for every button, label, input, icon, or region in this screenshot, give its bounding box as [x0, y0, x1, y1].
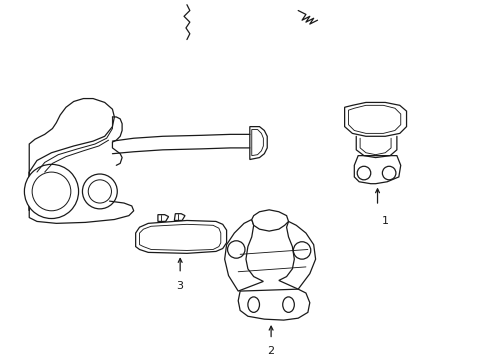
- Polygon shape: [251, 210, 288, 231]
- Polygon shape: [249, 127, 266, 159]
- Text: 2: 2: [267, 346, 274, 356]
- Polygon shape: [139, 224, 221, 251]
- Ellipse shape: [282, 297, 294, 312]
- Polygon shape: [135, 220, 226, 253]
- Circle shape: [382, 166, 395, 180]
- Ellipse shape: [247, 297, 259, 312]
- Polygon shape: [354, 156, 400, 184]
- Text: 3: 3: [176, 282, 183, 291]
- Polygon shape: [348, 105, 400, 134]
- Polygon shape: [29, 99, 114, 211]
- Circle shape: [24, 165, 79, 219]
- Circle shape: [32, 172, 71, 211]
- Circle shape: [293, 242, 310, 259]
- Polygon shape: [278, 221, 315, 289]
- Polygon shape: [158, 215, 168, 221]
- Circle shape: [82, 174, 117, 209]
- Circle shape: [227, 241, 244, 258]
- Polygon shape: [174, 214, 184, 220]
- Circle shape: [88, 180, 111, 203]
- Text: 1: 1: [381, 216, 388, 226]
- Polygon shape: [224, 220, 263, 291]
- Polygon shape: [238, 289, 309, 320]
- Polygon shape: [344, 103, 406, 136]
- Polygon shape: [251, 130, 263, 156]
- Circle shape: [356, 166, 370, 180]
